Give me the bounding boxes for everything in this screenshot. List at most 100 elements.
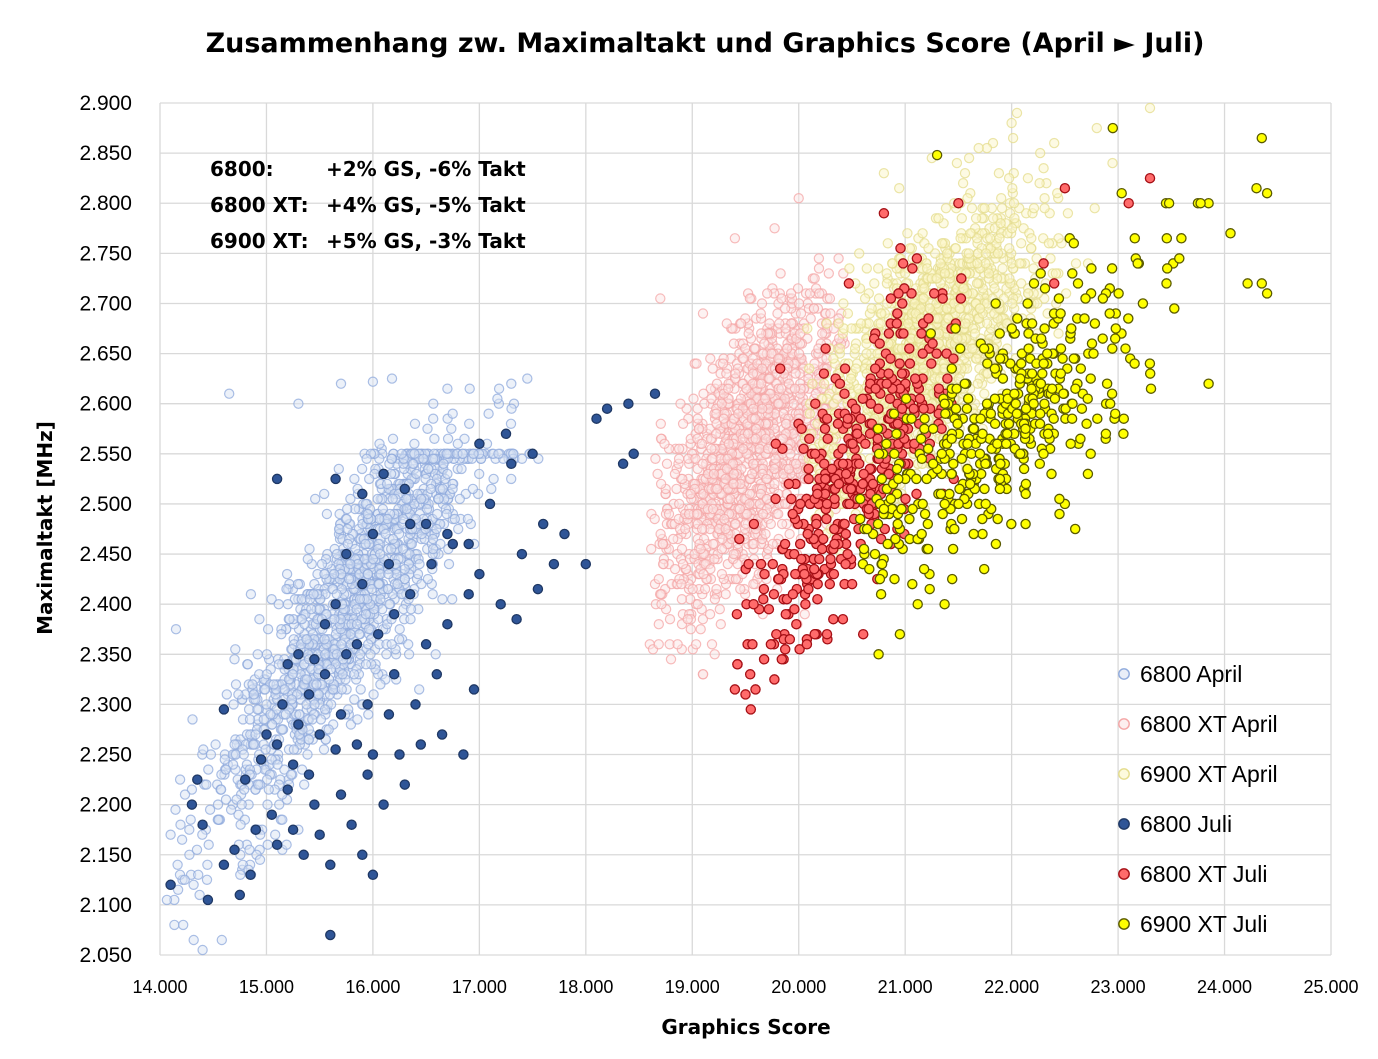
data-point bbox=[252, 704, 263, 715]
data-point bbox=[403, 639, 414, 650]
data-point bbox=[253, 779, 264, 790]
data-point bbox=[820, 473, 831, 485]
data-point bbox=[869, 278, 880, 289]
data-point bbox=[245, 589, 257, 600]
data-point bbox=[1043, 238, 1055, 249]
data-point bbox=[175, 819, 186, 830]
data-point bbox=[706, 639, 718, 650]
data-point bbox=[833, 253, 844, 264]
data-point bbox=[505, 418, 517, 429]
data-point bbox=[405, 604, 417, 615]
data-point bbox=[705, 353, 716, 364]
data-point bbox=[296, 764, 308, 775]
data-point bbox=[493, 383, 505, 394]
data-point bbox=[765, 639, 777, 650]
data-point bbox=[933, 383, 945, 394]
data-point bbox=[979, 202, 990, 214]
data-point bbox=[891, 318, 903, 329]
data-point bbox=[427, 533, 439, 545]
data-point bbox=[437, 483, 448, 495]
data-point bbox=[692, 508, 703, 520]
data-point bbox=[372, 493, 383, 505]
data-point bbox=[705, 563, 716, 575]
data-point bbox=[409, 438, 420, 449]
data-point bbox=[802, 323, 813, 334]
data-point bbox=[302, 553, 313, 565]
data-point bbox=[912, 598, 923, 610]
data-point bbox=[730, 368, 741, 379]
data-point bbox=[918, 403, 929, 414]
data-point bbox=[851, 428, 863, 440]
data-point bbox=[202, 859, 213, 871]
data-point bbox=[1118, 428, 1129, 440]
data-point bbox=[950, 243, 962, 254]
data-point bbox=[468, 684, 480, 695]
data-point bbox=[789, 603, 800, 615]
data-point bbox=[698, 568, 709, 580]
data-point bbox=[368, 689, 379, 700]
data-point bbox=[333, 463, 344, 475]
data-point bbox=[735, 318, 747, 329]
data-point bbox=[926, 358, 937, 369]
data-point bbox=[956, 213, 968, 224]
data-point bbox=[435, 538, 446, 550]
data-point bbox=[939, 268, 951, 279]
data-point bbox=[870, 383, 881, 394]
data-point bbox=[281, 839, 292, 850]
data-point bbox=[847, 438, 858, 450]
data-point bbox=[250, 824, 262, 835]
data-point bbox=[918, 293, 929, 304]
data-point bbox=[1006, 518, 1017, 530]
data-point bbox=[409, 418, 421, 429]
data-point bbox=[186, 784, 198, 795]
data-point bbox=[405, 614, 416, 625]
data-point bbox=[205, 749, 217, 760]
data-point bbox=[500, 428, 512, 440]
data-point bbox=[842, 308, 854, 319]
data-point bbox=[973, 142, 984, 154]
data-point bbox=[319, 618, 331, 630]
data-point bbox=[650, 453, 661, 464]
data-point bbox=[885, 353, 896, 364]
data-point bbox=[839, 388, 850, 399]
data-point bbox=[458, 749, 469, 760]
data-point bbox=[392, 578, 403, 590]
data-point bbox=[881, 378, 892, 389]
data-point bbox=[906, 288, 917, 299]
data-point bbox=[349, 694, 360, 705]
x-tick-label: 25.000 bbox=[1303, 977, 1358, 997]
data-point bbox=[881, 278, 893, 289]
y-tick-label: 2.200 bbox=[79, 794, 132, 817]
data-point bbox=[774, 363, 786, 374]
data-point bbox=[302, 749, 313, 760]
data-point bbox=[895, 243, 906, 254]
data-point bbox=[759, 338, 770, 349]
data-point bbox=[303, 734, 315, 745]
data-point bbox=[279, 684, 290, 695]
data-point bbox=[1034, 147, 1046, 159]
data-point bbox=[757, 403, 768, 414]
data-point bbox=[399, 563, 410, 575]
data-point bbox=[1020, 518, 1031, 530]
data-point bbox=[617, 458, 629, 470]
data-point bbox=[537, 518, 549, 530]
data-point bbox=[463, 588, 474, 600]
data-point bbox=[456, 463, 467, 475]
data-point bbox=[983, 268, 995, 279]
data-point bbox=[1067, 268, 1078, 279]
data-point bbox=[731, 608, 743, 620]
data-point bbox=[919, 423, 930, 435]
data-point bbox=[741, 383, 752, 394]
data-point bbox=[281, 583, 292, 595]
data-point bbox=[940, 202, 952, 214]
data-point bbox=[760, 433, 772, 444]
data-point bbox=[892, 418, 904, 430]
data-point bbox=[165, 879, 176, 891]
data-point bbox=[769, 478, 780, 490]
data-point bbox=[744, 488, 756, 500]
data-point bbox=[653, 639, 664, 650]
data-point bbox=[805, 313, 816, 324]
data-point bbox=[1086, 338, 1098, 349]
data-point bbox=[172, 859, 183, 871]
data-point bbox=[796, 553, 807, 565]
